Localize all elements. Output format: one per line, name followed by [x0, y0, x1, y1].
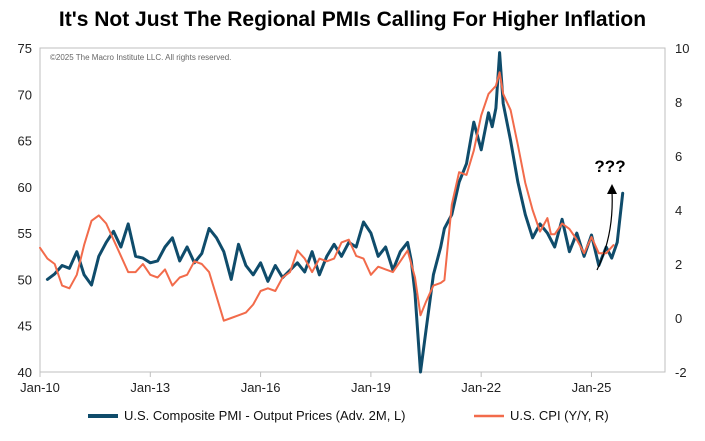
- y-right-tick-label: 4: [675, 203, 682, 218]
- x-tick-label: Jan-10: [20, 380, 60, 395]
- y-right-tick-label: 2: [675, 257, 682, 272]
- y-left-tick-label: 45: [18, 319, 32, 334]
- y-right-tick-label: 6: [675, 149, 682, 164]
- x-tick-label: Jan-13: [130, 380, 170, 395]
- legend-label-cpi: U.S. CPI (Y/Y, R): [510, 408, 609, 423]
- x-tick-label: Jan-25: [572, 380, 612, 395]
- y-right-tick-label: 10: [675, 41, 689, 56]
- x-tick-label: Jan-22: [461, 380, 501, 395]
- y-left-tick-label: 55: [18, 226, 32, 241]
- y-left-tick-label: 70: [18, 87, 32, 102]
- annotation-arrow-line: [596, 191, 613, 271]
- chart-title: It's Not Just The Regional PMIs Calling …: [58, 8, 647, 31]
- legend-label-pmi: U.S. Composite PMI - Output Prices (Adv.…: [124, 408, 406, 423]
- pmi-series-line: [45, 51, 625, 374]
- y-left-tick-label: 65: [18, 134, 32, 149]
- y-left-tick-label: 50: [18, 272, 32, 287]
- y-right-tick-label: -2: [675, 365, 687, 380]
- cpi-series-line: [39, 71, 615, 322]
- y-left-tick-label: 40: [18, 365, 32, 380]
- annotation-text: ???: [594, 157, 625, 176]
- x-tick-label: Jan-19: [351, 380, 391, 395]
- y-right-tick-label: 0: [675, 311, 682, 326]
- y-right-tick-label: 8: [675, 95, 682, 110]
- y-left-tick-label: 75: [18, 41, 32, 56]
- plot-area-border: [39, 47, 666, 373]
- copyright-text: ©2025 The Macro Institute LLC. All right…: [50, 53, 231, 62]
- y-left-tick-label: 60: [18, 180, 32, 195]
- annotation-arrow-head: [607, 184, 617, 194]
- x-tick-label: Jan-16: [241, 380, 281, 395]
